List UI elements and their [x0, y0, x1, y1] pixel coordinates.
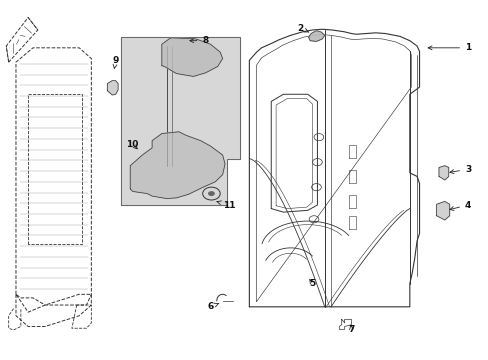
Text: 3: 3 — [449, 165, 470, 174]
Text: 2: 2 — [297, 24, 308, 33]
Circle shape — [207, 191, 214, 196]
Text: 5: 5 — [309, 279, 315, 288]
Polygon shape — [162, 38, 222, 76]
Text: 4: 4 — [449, 201, 470, 211]
Text: 6: 6 — [207, 302, 219, 311]
Text: 10: 10 — [126, 140, 139, 149]
Text: 1: 1 — [427, 43, 470, 52]
Polygon shape — [107, 81, 118, 95]
Polygon shape — [120, 37, 239, 205]
Text: 7: 7 — [347, 325, 354, 334]
Text: 8: 8 — [189, 36, 208, 45]
Polygon shape — [438, 166, 448, 180]
Polygon shape — [130, 132, 224, 199]
Text: 11: 11 — [217, 201, 235, 210]
Polygon shape — [436, 202, 449, 220]
Polygon shape — [308, 31, 324, 41]
Text: 9: 9 — [112, 56, 119, 68]
